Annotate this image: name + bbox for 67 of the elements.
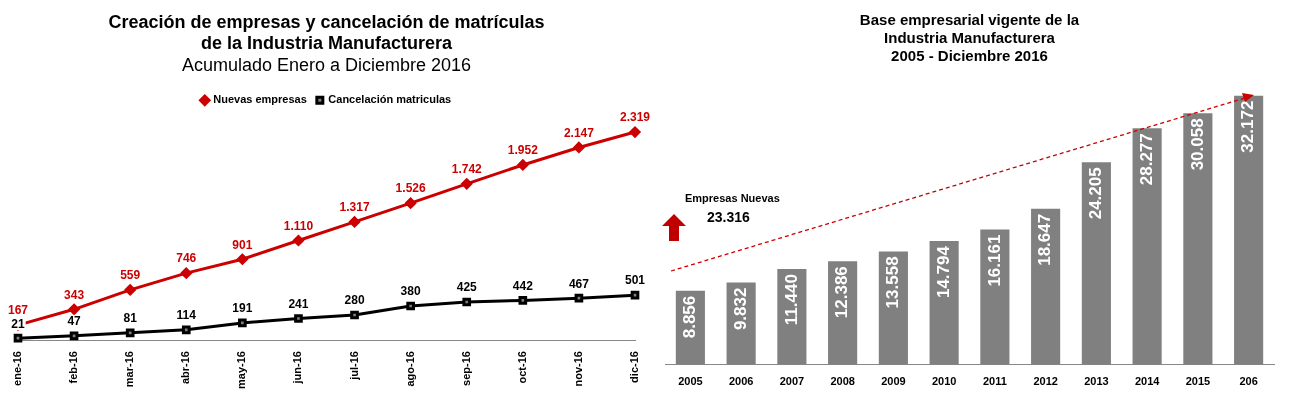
data-label: 442 xyxy=(512,278,534,293)
chart-title: Creación de empresas y cancelación de matrículas de la Industria Manufacturera xyxy=(108,11,545,54)
x-tick-label: 2013 xyxy=(1084,375,1109,388)
chart-title: Base empresarial vigente de la Industria Manufacturera 2005 - Diciembre 2016 xyxy=(859,11,1080,65)
x-tick-label: 2006 xyxy=(728,375,754,388)
data-label: 1.317 xyxy=(339,200,370,215)
x-tick-label: 2007 xyxy=(779,375,805,388)
x-tick-label: 2009 xyxy=(881,375,906,388)
data-label: 425 xyxy=(456,280,478,295)
data-label: 114 xyxy=(176,308,197,323)
data-label: 343 xyxy=(64,287,85,302)
x-tick-label: 2010 xyxy=(931,375,957,388)
x-tick-label: 2011 xyxy=(982,375,1007,388)
x-tick-label: 2005 xyxy=(678,375,703,388)
data-label: 24.205 xyxy=(1086,167,1106,220)
x-tick-label: jul-16 xyxy=(347,351,360,381)
data-label: 8.856 xyxy=(680,295,700,339)
x-tick-label: 2012 xyxy=(1033,375,1058,388)
data-label: 467 xyxy=(568,276,590,291)
x-tick-label: 2014 xyxy=(1134,375,1161,388)
data-label: 11.440 xyxy=(781,274,801,326)
x-tick-label: dic-16 xyxy=(628,351,641,383)
data-label: 81 xyxy=(123,311,138,326)
data-label: 241 xyxy=(288,296,309,311)
x-tick-label: nov-16 xyxy=(571,351,584,387)
data-label: 14.794 xyxy=(933,245,953,299)
data-label: 746 xyxy=(176,251,197,266)
data-label: 380 xyxy=(400,284,421,299)
data-label: 18.647 xyxy=(1035,213,1055,266)
data-label: 2.319 xyxy=(619,110,651,125)
x-tick-label: jun-16 xyxy=(291,351,304,385)
data-label: 13.558 xyxy=(883,256,903,309)
data-label: 1.526 xyxy=(395,181,426,196)
annotation: Empresas Nuevas xyxy=(685,192,780,204)
x-tick-label: 2008 xyxy=(830,375,855,388)
data-label: 501 xyxy=(624,273,646,288)
x-tick-label: oct-16 xyxy=(515,351,528,384)
data-label: 21 xyxy=(11,316,25,331)
chart-subtitle: Acumulado Enero a Diciembre 2016 xyxy=(181,54,472,75)
x-tick-label: abr-16 xyxy=(179,351,192,385)
data-label: 559 xyxy=(120,268,141,283)
x-tick-label: mar-16 xyxy=(123,351,136,388)
data-label: 2.147 xyxy=(563,125,595,140)
x-tick-label: ago-16 xyxy=(403,351,416,387)
data-label: 191 xyxy=(232,301,253,316)
data-label: 28.277 xyxy=(1136,133,1156,186)
legend-label: Cancelación matriculas xyxy=(328,93,452,106)
data-label: 901 xyxy=(232,237,253,252)
x-tick-label: 206 xyxy=(1239,375,1258,388)
data-label: 1.742 xyxy=(451,162,483,177)
data-label: 9.832 xyxy=(730,287,750,331)
x-tick-label: may-16 xyxy=(235,351,248,390)
data-label: 12.386 xyxy=(832,266,852,319)
x-tick-label: feb-16 xyxy=(67,351,80,384)
data-label: 47 xyxy=(67,314,82,329)
x-tick-label: sep-16 xyxy=(459,351,472,386)
annotation: 23.316 xyxy=(707,209,750,225)
data-label: 280 xyxy=(344,293,365,308)
data-label: 1.110 xyxy=(283,218,314,233)
data-label: 167 xyxy=(7,303,29,318)
data-label: 30.058 xyxy=(1187,118,1207,171)
data-label: 16.161 xyxy=(984,234,1004,287)
data-label: 32.172 xyxy=(1238,100,1258,153)
x-tick-label: 2015 xyxy=(1185,375,1211,388)
x-tick-label: ene-16 xyxy=(11,351,24,386)
legend-label: Nuevas empresas xyxy=(213,93,307,106)
data-label: 1.952 xyxy=(507,143,539,158)
